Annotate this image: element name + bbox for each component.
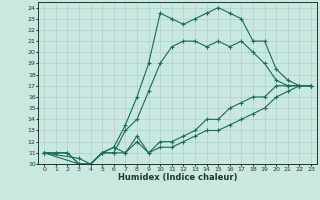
X-axis label: Humidex (Indice chaleur): Humidex (Indice chaleur) bbox=[118, 173, 237, 182]
